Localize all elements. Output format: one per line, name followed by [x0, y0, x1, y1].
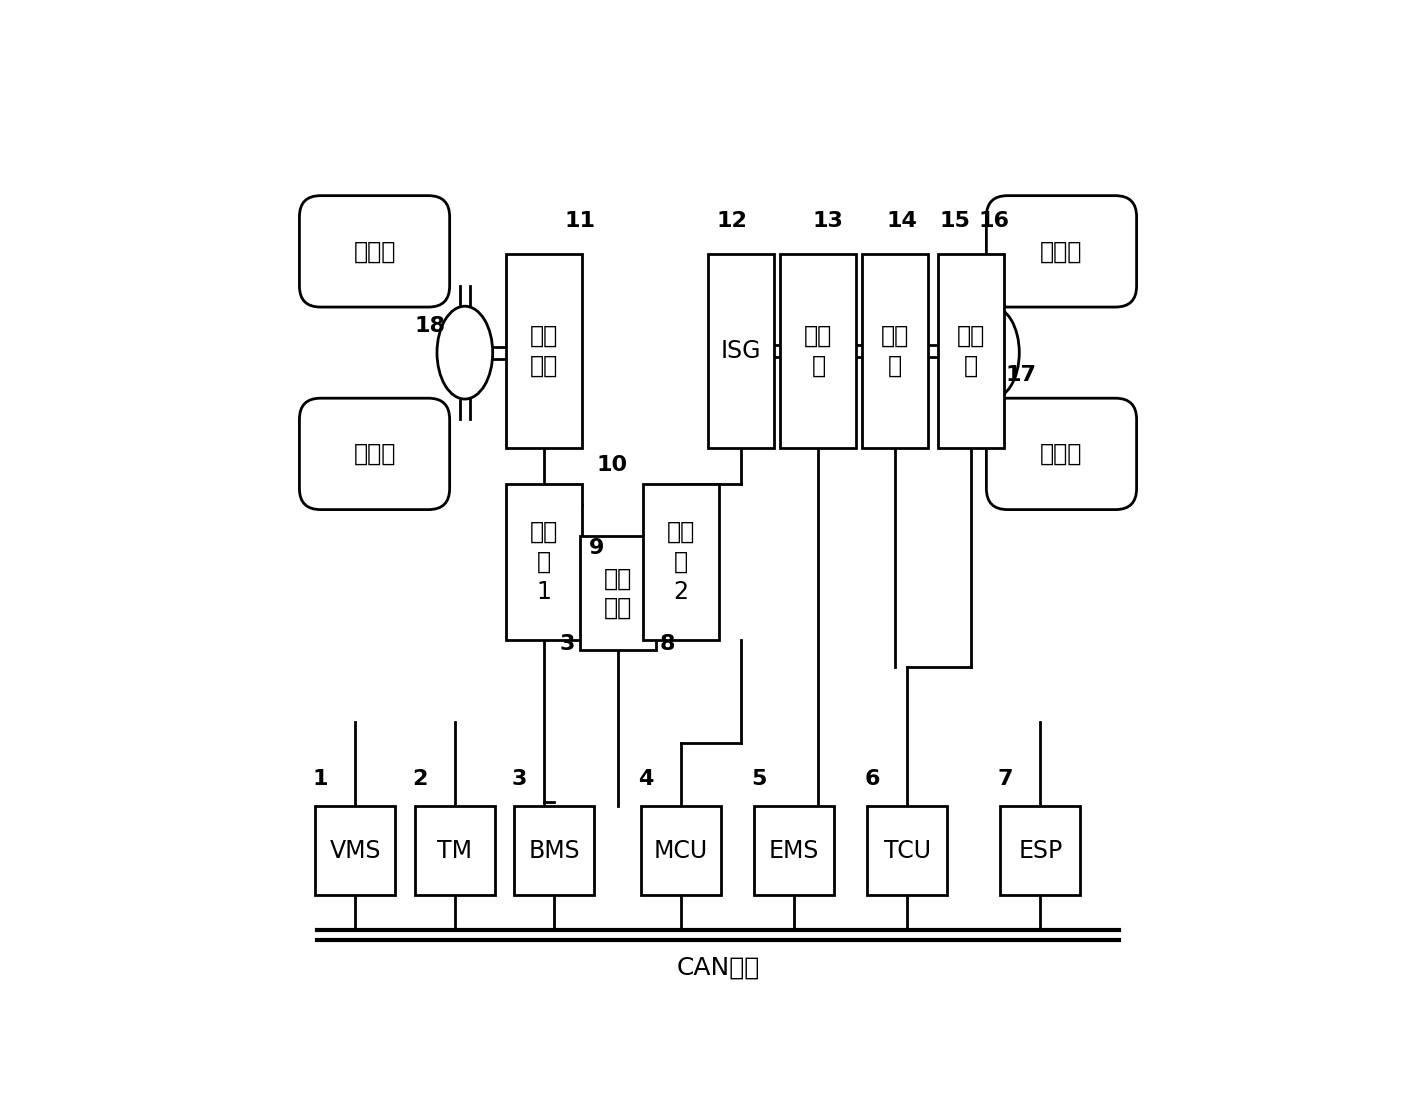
- Bar: [643, 483, 719, 640]
- Text: 12: 12: [716, 212, 747, 231]
- FancyBboxPatch shape: [300, 398, 450, 510]
- Text: CAN总线: CAN总线: [677, 956, 759, 979]
- Text: 16: 16: [979, 212, 1010, 231]
- Text: TM: TM: [437, 838, 472, 863]
- FancyBboxPatch shape: [986, 398, 1136, 510]
- Text: 3: 3: [560, 635, 576, 654]
- Text: 15: 15: [939, 212, 969, 231]
- Bar: [315, 807, 395, 894]
- Text: VMS: VMS: [329, 838, 381, 863]
- Text: 3: 3: [511, 769, 527, 789]
- Text: 1: 1: [312, 769, 328, 789]
- Text: 4: 4: [639, 769, 654, 789]
- Text: 13: 13: [813, 212, 843, 231]
- Bar: [863, 254, 927, 448]
- Bar: [506, 483, 583, 640]
- FancyBboxPatch shape: [300, 196, 450, 307]
- Text: 5: 5: [751, 769, 766, 789]
- Text: 后驱
电机: 后驱 电机: [530, 324, 558, 378]
- FancyBboxPatch shape: [986, 196, 1136, 307]
- Bar: [514, 807, 594, 894]
- Bar: [506, 254, 583, 448]
- Text: 8: 8: [660, 635, 675, 654]
- Bar: [1000, 807, 1080, 894]
- Text: 变速
筱: 变速 筱: [957, 324, 985, 378]
- Bar: [867, 807, 947, 894]
- Text: 高压
电池: 高压 电池: [604, 567, 632, 620]
- Text: 7: 7: [998, 769, 1013, 789]
- Ellipse shape: [437, 306, 493, 399]
- Ellipse shape: [964, 306, 1020, 399]
- Text: 17: 17: [1006, 365, 1037, 385]
- Text: MCU: MCU: [654, 838, 708, 863]
- Text: ISG: ISG: [720, 339, 761, 363]
- Bar: [939, 254, 1005, 448]
- Text: 逆变
器
2: 逆变 器 2: [667, 521, 695, 604]
- Text: TCU: TCU: [884, 838, 930, 863]
- Bar: [640, 807, 722, 894]
- Text: 左前轮: 左前轮: [1041, 239, 1083, 263]
- Bar: [754, 807, 834, 894]
- Text: 逆变
器
1: 逆变 器 1: [530, 521, 558, 604]
- Bar: [780, 254, 856, 448]
- Text: 发动
机: 发动 机: [804, 324, 832, 378]
- Text: 9: 9: [588, 538, 604, 558]
- Text: 14: 14: [887, 212, 918, 231]
- Text: 11: 11: [565, 212, 595, 231]
- Text: 右前轮: 右前轮: [1041, 442, 1083, 466]
- Text: 离合
器: 离合 器: [881, 324, 909, 378]
- Text: 2: 2: [412, 769, 427, 789]
- Text: 左后轮: 左后轮: [353, 239, 395, 263]
- Text: 10: 10: [597, 456, 628, 476]
- Text: 6: 6: [864, 769, 880, 789]
- Text: 右后轮: 右后轮: [353, 442, 395, 466]
- Text: BMS: BMS: [528, 838, 580, 863]
- Bar: [708, 254, 773, 448]
- Text: ESP: ESP: [1019, 838, 1062, 863]
- Text: 18: 18: [415, 316, 446, 335]
- Bar: [415, 807, 495, 894]
- Text: EMS: EMS: [769, 838, 820, 863]
- Bar: [580, 536, 656, 650]
